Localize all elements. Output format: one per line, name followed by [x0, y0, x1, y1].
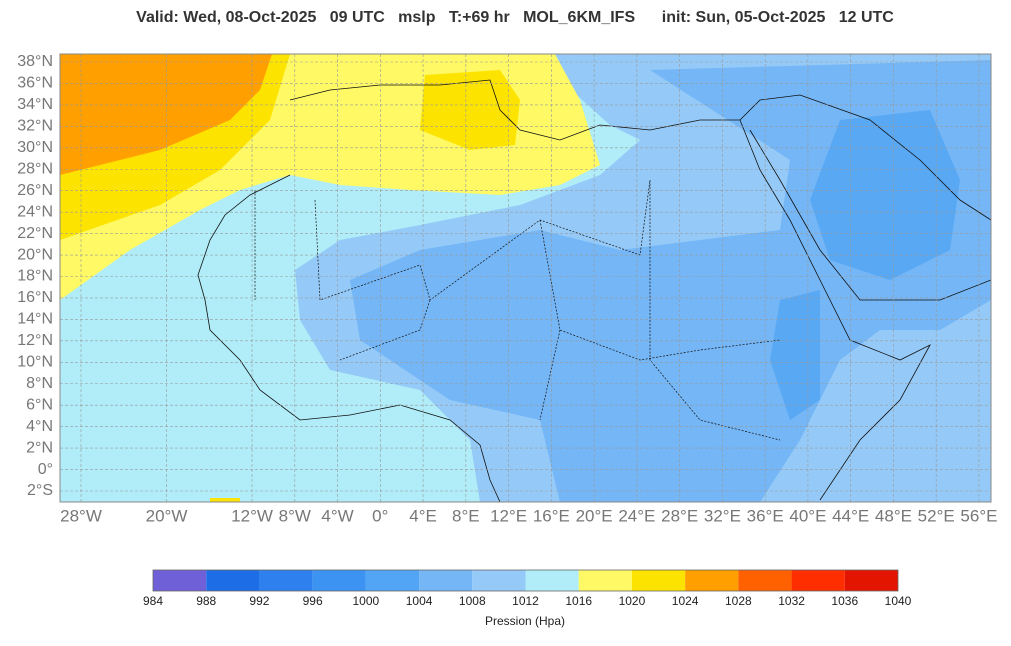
lon-label: 52°E [918, 506, 955, 525]
colorbar-label: Pression (Hpa) [485, 614, 565, 628]
lat-label: 4°N [26, 418, 53, 435]
colorbar-swatch [631, 570, 686, 591]
colorbar-tick-label: 1008 [459, 594, 486, 608]
colorbar-swatch [791, 570, 845, 591]
lat-label: 16°N [17, 289, 53, 306]
lon-label: 40°E [789, 506, 826, 525]
colorbar-swatch [685, 570, 739, 591]
colorbar-tick-label: 1024 [672, 594, 699, 608]
lon-label: 44°E [832, 506, 869, 525]
coastline [197, 174, 501, 502]
colorbar-tick-label: 1004 [406, 594, 433, 608]
map-frame [59, 53, 992, 503]
lon-label: 12°W [231, 506, 273, 525]
lat-label: 24°N [17, 203, 53, 220]
lat-label: 12°N [17, 332, 53, 349]
lat-label: 26°N [17, 182, 53, 199]
lat-label: 34°N [17, 96, 53, 113]
lon-label: 32°E [704, 506, 741, 525]
lon-label: 24°E [618, 506, 655, 525]
colorbar-swatch [844, 570, 898, 591]
coastline [739, 94, 991, 301]
lon-label: 48°E [875, 506, 912, 525]
colorbar-tick-label: 1028 [725, 594, 752, 608]
lat-label: 32°N [17, 118, 53, 135]
lon-label: 20°E [576, 506, 613, 525]
lon-label: 12°E [490, 506, 527, 525]
colorbar-swatch [738, 570, 792, 591]
colorbar-tick-label: 1000 [353, 594, 380, 608]
colorbar-tick-label: 996 [303, 594, 323, 608]
map [60, 54, 991, 502]
lat-label: 2°N [26, 439, 53, 456]
lat-label: 22°N [17, 225, 53, 242]
lat-label: 6°N [26, 396, 53, 413]
border [254, 179, 781, 441]
colorbar-tick-label: 1040 [885, 594, 912, 608]
field-1000 [770, 110, 960, 420]
colorbar-frame [152, 569, 899, 592]
lat-label: 8°N [26, 375, 53, 392]
colorbar-swatch [312, 570, 366, 591]
lon-label: 4°W [321, 506, 353, 525]
lon-label: 56°E [960, 506, 997, 525]
lon-label: 28°W [60, 506, 102, 525]
colorbar-tick-label: 984 [143, 594, 163, 608]
colorbar: 984 988 992 996 1000 1004 1008 1012 1016 1020 1024… [143, 569, 912, 608]
colorbar-swatch [153, 570, 207, 591]
field-1020 [60, 54, 520, 502]
lon-label: 4°E [409, 506, 437, 525]
lat-label: 20°N [17, 246, 53, 263]
lon-label: 16°E [533, 506, 570, 525]
colorbar-swatch [206, 570, 260, 591]
lat-label: 18°N [17, 268, 53, 285]
colorbar-tick-label: 1016 [565, 594, 592, 608]
colorbar-tick-label: 992 [249, 594, 269, 608]
colorbar-tick-label: 988 [196, 594, 216, 608]
lat-label: 2°S [27, 482, 53, 499]
colorbar-swatch [472, 570, 526, 591]
lat-label: 30°N [17, 139, 53, 156]
colorbar-tick-label: 1020 [619, 594, 646, 608]
colorbar-swatch [419, 570, 473, 591]
title: Valid: Wed, 08-Oct-2025 09 UTC mslp T:+6… [136, 9, 894, 26]
colorbar-swatch [365, 570, 420, 591]
lon-label: 8°E [452, 506, 480, 525]
colorbar-swatch [525, 570, 579, 591]
lon-label: 28°E [661, 506, 698, 525]
colorbar-tick-label: 1012 [512, 594, 539, 608]
lon-label: 0° [372, 506, 388, 525]
lat-label: 10°N [17, 354, 53, 371]
lat-label: 0° [38, 461, 53, 478]
lon-label: 20°W [146, 506, 188, 525]
colorbar-tick-label: 1032 [778, 594, 805, 608]
lat-label: 38°N [17, 53, 53, 70]
lat-label: 14°N [17, 311, 53, 328]
colorbar-swatch [578, 570, 632, 591]
colorbar-tick-label: 1036 [831, 594, 858, 608]
colorbar-swatch [259, 570, 313, 591]
grid: 38°N 36°N 34°N 32°N 30°N 28°N 26°N 24°N 22°N 20°N… [17, 53, 997, 525]
lat-label: 28°N [17, 160, 53, 177]
lat-label: 36°N [17, 75, 53, 92]
lon-label: 8°W [279, 506, 311, 525]
lon-label: 36°E [747, 506, 784, 525]
field-1024 [60, 54, 272, 175]
